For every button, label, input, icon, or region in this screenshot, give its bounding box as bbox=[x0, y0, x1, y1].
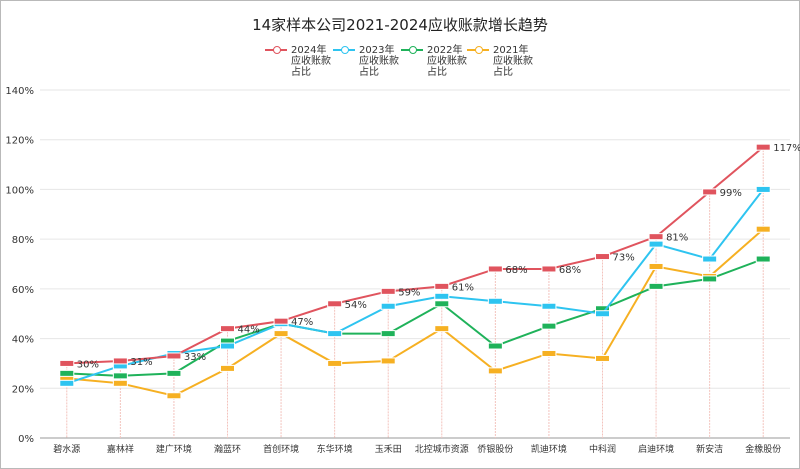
data-point[interactable] bbox=[380, 330, 396, 338]
y-tick-label: 80% bbox=[12, 235, 34, 246]
data-label: 30% bbox=[77, 359, 99, 370]
data-point[interactable] bbox=[648, 233, 664, 241]
legend-marker-2022 bbox=[409, 46, 417, 54]
data-label: 73% bbox=[613, 253, 635, 264]
data-point[interactable] bbox=[487, 297, 503, 305]
x-tick-label: 建广环境 bbox=[156, 443, 192, 455]
data-point[interactable] bbox=[434, 292, 450, 300]
series-line bbox=[66, 146, 764, 365]
data-point[interactable] bbox=[220, 364, 235, 372]
data-point[interactable] bbox=[166, 392, 182, 400]
x-tick-label: 嘉林祥 bbox=[107, 443, 134, 455]
data-point[interactable] bbox=[595, 253, 610, 261]
x-tick-label: 首创环境 bbox=[263, 443, 299, 455]
x-tick-label: 中科润 bbox=[589, 443, 616, 455]
data-label: 117% bbox=[773, 143, 800, 154]
data-point[interactable] bbox=[220, 342, 235, 350]
legend-label-2021: 2021年应收账款占比 bbox=[493, 45, 533, 78]
data-point[interactable] bbox=[59, 369, 75, 377]
data-point[interactable] bbox=[434, 325, 450, 333]
data-label: 81% bbox=[666, 233, 688, 244]
x-tick-label: 北控城市资源 bbox=[415, 443, 469, 455]
x-tick-label: 金橡股份 bbox=[745, 443, 781, 455]
x-tick-label: 玉禾田 bbox=[375, 444, 402, 455]
data-point[interactable] bbox=[327, 300, 343, 308]
data-point[interactable] bbox=[648, 240, 664, 248]
data-point[interactable] bbox=[487, 342, 503, 350]
data-point[interactable] bbox=[648, 262, 664, 270]
data-point[interactable] bbox=[327, 330, 343, 338]
series-line bbox=[66, 258, 764, 377]
legend: 2024年应收账款占比 2023年应收账款占比 2022年应收账款占比 2021… bbox=[265, 45, 565, 85]
data-point[interactable] bbox=[166, 369, 182, 377]
data-point[interactable] bbox=[273, 330, 289, 338]
legend-marker-2021 bbox=[475, 46, 483, 54]
y-tick-label: 120% bbox=[5, 136, 34, 147]
data-label: 31% bbox=[130, 357, 152, 368]
data-point[interactable] bbox=[380, 287, 396, 295]
data-point[interactable] bbox=[755, 143, 771, 151]
y-tick-label: 20% bbox=[12, 384, 34, 395]
data-point[interactable] bbox=[166, 352, 182, 360]
data-point[interactable] bbox=[595, 310, 610, 318]
y-tick-label: 40% bbox=[12, 335, 34, 346]
data-label: 54% bbox=[345, 300, 367, 311]
data-point[interactable] bbox=[487, 265, 503, 273]
series-line bbox=[66, 228, 764, 397]
x-tick-label: 碧水源 bbox=[53, 443, 80, 455]
data-point[interactable] bbox=[59, 379, 75, 387]
data-point[interactable] bbox=[220, 325, 235, 333]
data-point[interactable] bbox=[755, 225, 771, 233]
data-point[interactable] bbox=[541, 322, 557, 330]
data-label: 61% bbox=[452, 282, 474, 293]
data-point[interactable] bbox=[59, 359, 75, 367]
data-point[interactable] bbox=[541, 349, 557, 357]
data-point[interactable] bbox=[755, 255, 771, 263]
data-label: 99% bbox=[720, 188, 742, 199]
x-tick-label: 瀚蓝环 bbox=[214, 443, 241, 455]
data-label: 47% bbox=[291, 317, 313, 328]
y-tick-label: 100% bbox=[5, 185, 34, 196]
data-point[interactable] bbox=[434, 300, 450, 308]
legend-label-2023: 2023年应收账款占比 bbox=[359, 45, 399, 78]
data-label: 59% bbox=[398, 287, 420, 298]
legend-marker-2023 bbox=[341, 46, 349, 54]
data-point[interactable] bbox=[648, 282, 664, 290]
x-tick-label: 凯迪环境 bbox=[531, 443, 567, 455]
data-label: 44% bbox=[238, 325, 260, 336]
y-tick-label: 0% bbox=[18, 434, 34, 445]
x-tick-label: 启迪环境 bbox=[638, 443, 674, 455]
data-point[interactable] bbox=[112, 357, 128, 365]
x-tick-label: 侨银股份 bbox=[477, 443, 513, 455]
y-tick-label: 60% bbox=[12, 285, 34, 296]
data-point[interactable] bbox=[273, 317, 289, 325]
data-label: 68% bbox=[559, 265, 581, 276]
x-tick-label: 东华环境 bbox=[317, 443, 353, 455]
data-point[interactable] bbox=[434, 282, 450, 290]
legend-label-2022: 2022年应收账款占比 bbox=[427, 45, 467, 78]
data-point[interactable] bbox=[702, 255, 718, 263]
data-point[interactable] bbox=[541, 302, 557, 310]
data-label: 33% bbox=[184, 352, 206, 363]
data-point[interactable] bbox=[702, 275, 718, 283]
y-tick-label: 140% bbox=[5, 86, 34, 97]
data-label: 68% bbox=[505, 265, 527, 276]
data-point[interactable] bbox=[112, 379, 128, 387]
data-point[interactable] bbox=[380, 302, 396, 310]
data-point[interactable] bbox=[327, 359, 343, 367]
legend-label-2024: 2024年应收账款占比 bbox=[291, 45, 331, 78]
data-point[interactable] bbox=[755, 185, 771, 193]
data-point[interactable] bbox=[702, 188, 718, 196]
legend-marker-2024 bbox=[273, 46, 281, 54]
chart-title: 14家样本公司2021-2024应收账款增长趋势 bbox=[252, 16, 548, 34]
data-point[interactable] bbox=[541, 265, 557, 273]
x-tick-label: 新安洁 bbox=[696, 443, 723, 455]
data-point[interactable] bbox=[112, 372, 128, 380]
data-point[interactable] bbox=[595, 354, 610, 362]
data-point[interactable] bbox=[380, 357, 396, 365]
data-point[interactable] bbox=[487, 367, 503, 375]
